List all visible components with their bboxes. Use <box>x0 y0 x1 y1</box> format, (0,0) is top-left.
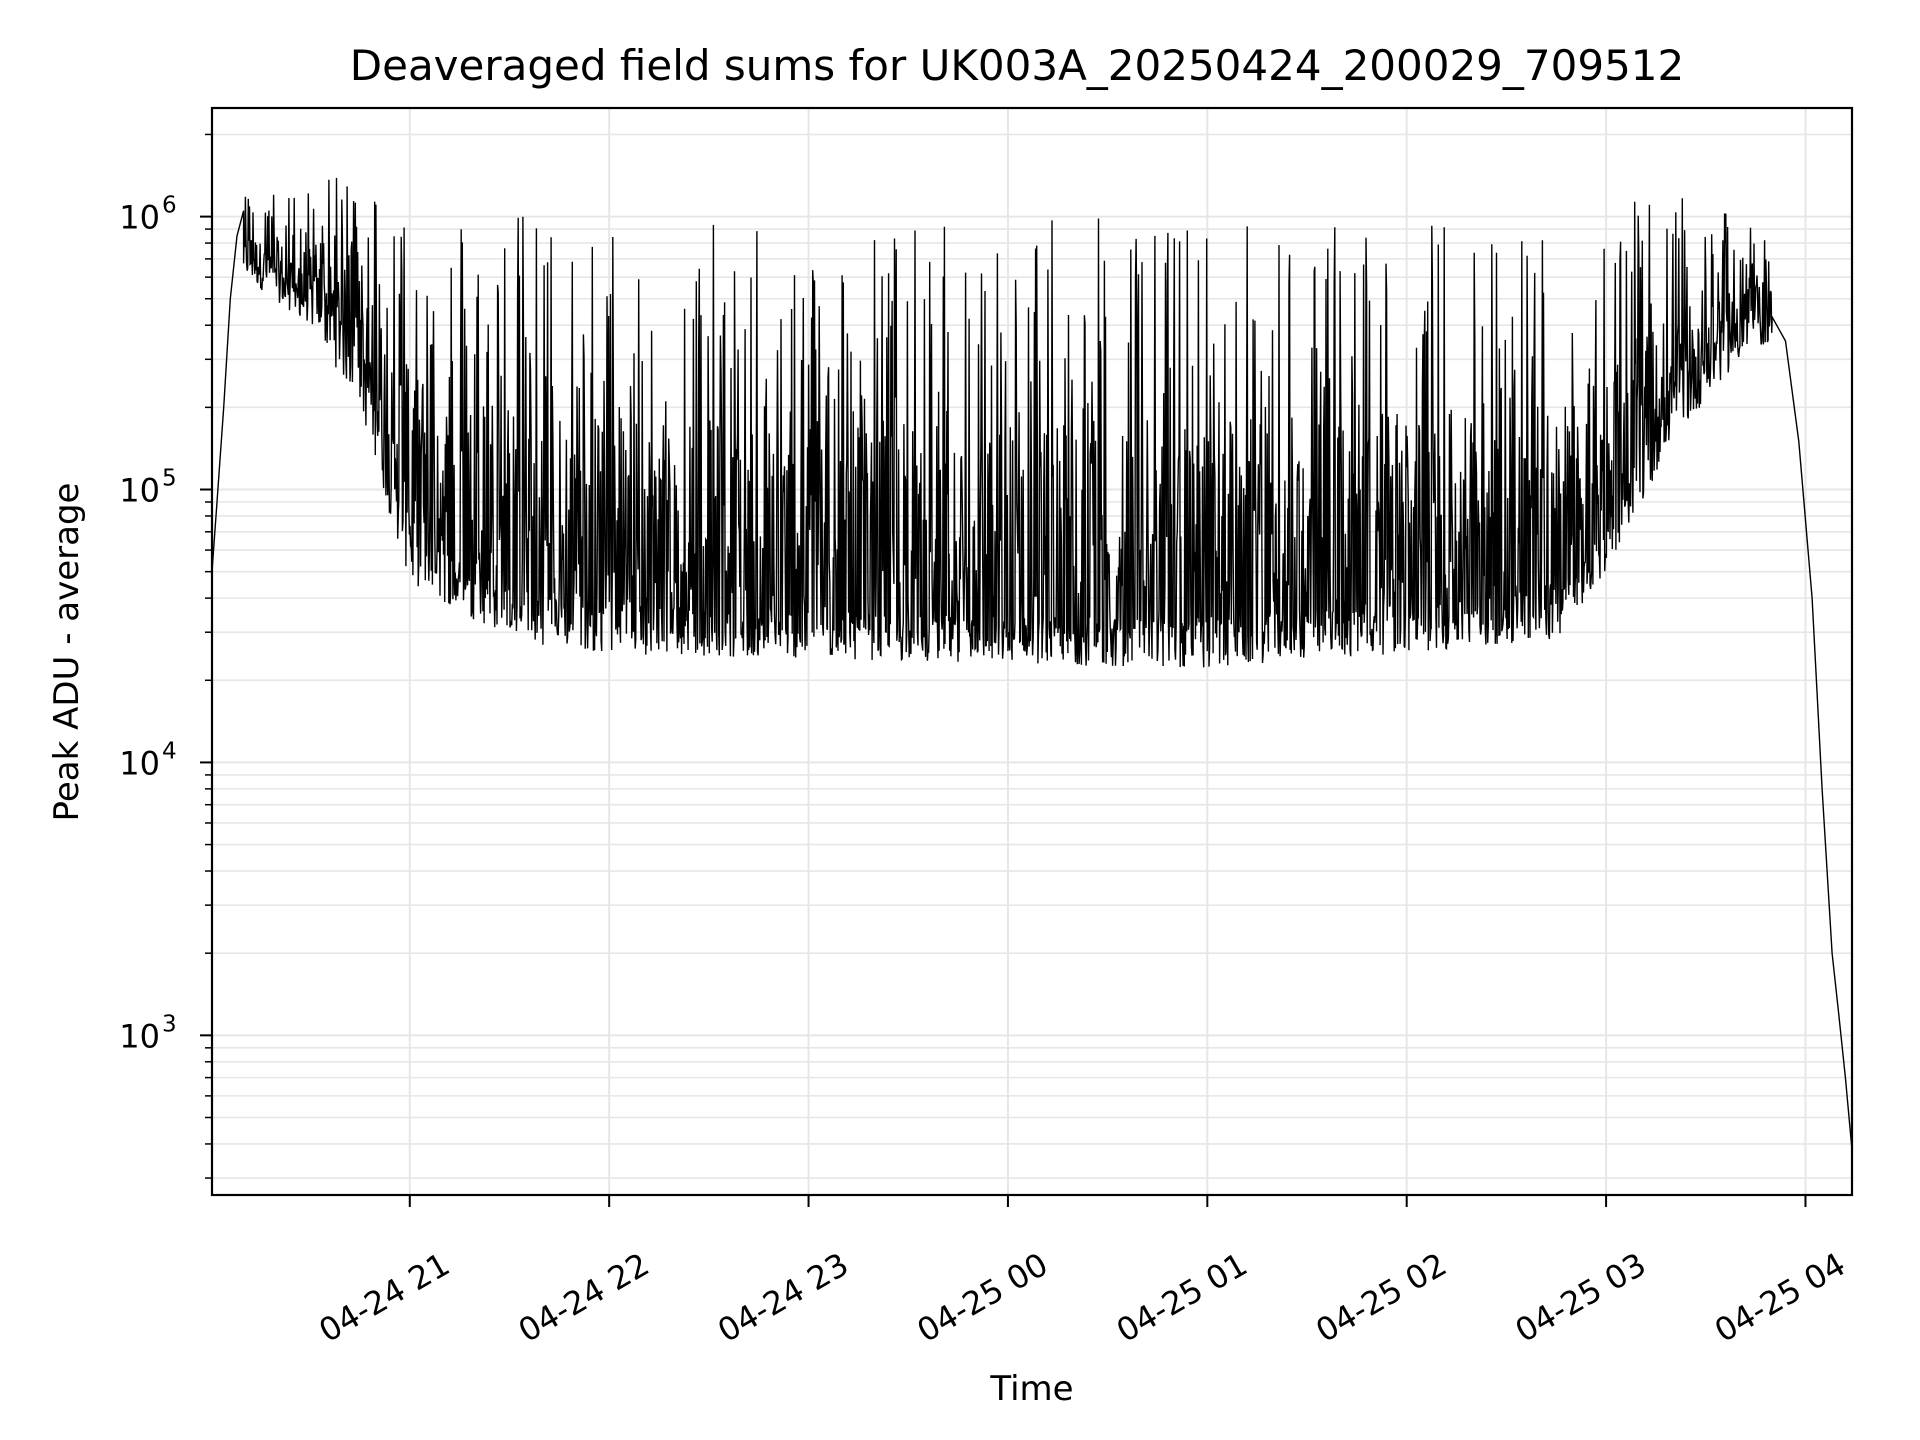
y-tick-label: 10 <box>119 744 160 782</box>
y-tick-exponent: 6 <box>162 193 177 219</box>
x-tick-label: 04-25 03 <box>1509 1245 1653 1350</box>
y-tick-label: 10 <box>119 1017 160 1055</box>
x-tick-label: 04-24 23 <box>711 1245 855 1350</box>
x-tick-label: 04-25 01 <box>1110 1245 1254 1350</box>
x-axis-label: Time <box>989 1369 1073 1409</box>
x-axis: 04-24 21 04-24 22 04-24 23 04-25 00 04-25 01… <box>312 1195 1852 1350</box>
x-tick-label: 04-25 00 <box>911 1245 1055 1350</box>
x-tick-label: 04-24 22 <box>512 1245 656 1350</box>
y-tick-exponent: 4 <box>162 738 177 764</box>
y-axis-label: Peak ADU - average <box>47 483 87 822</box>
x-tick-label: 04-25 02 <box>1309 1245 1453 1350</box>
y-tick-exponent: 3 <box>162 1011 177 1037</box>
y-tick-exponent: 5 <box>162 466 177 492</box>
x-tick-label: 04-25 04 <box>1708 1245 1852 1350</box>
series-line <box>212 177 1852 1151</box>
y-tick-label: 10 <box>119 472 160 510</box>
x-tick-label: 04-24 21 <box>312 1245 456 1350</box>
grid-lines <box>212 108 1852 1195</box>
chart-title: Deaveraged field sums for UK003A_2025042… <box>350 41 1684 90</box>
plot-area-frame <box>210 106 1854 1197</box>
y-tick-label: 10 <box>119 199 160 237</box>
